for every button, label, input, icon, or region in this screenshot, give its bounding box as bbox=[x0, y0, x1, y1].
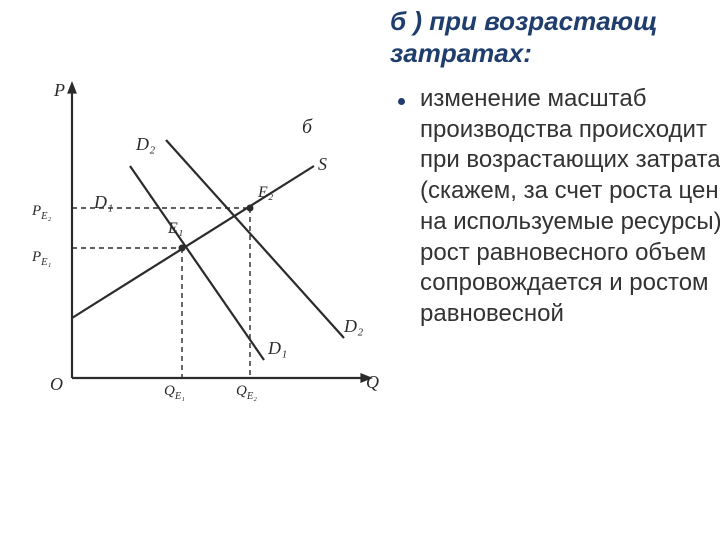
heading-line-2: затратах: bbox=[390, 38, 532, 69]
diagram-label-D1b: D₁ bbox=[268, 338, 287, 359]
diagram-label-PE2: PE₂ bbox=[32, 203, 51, 222]
diagram-svg bbox=[14, 80, 384, 410]
diagram-label-D1t: D₁ bbox=[94, 192, 113, 213]
diagram-label-QE1: QE₁ bbox=[164, 383, 185, 402]
heading-line-1: б ) при возрастающ bbox=[390, 6, 657, 37]
diagram-label-QE2: QE₂ bbox=[236, 383, 257, 402]
diagram-label-b: б bbox=[302, 116, 312, 139]
bullet-dot bbox=[398, 98, 405, 105]
diagram-label-P: P bbox=[54, 80, 65, 101]
diagram-label-E1: E₁ bbox=[168, 220, 183, 238]
body-paragraph: изменение масштаб производства происходи… bbox=[420, 84, 720, 330]
diagram-label-PE1: PE₁ bbox=[32, 249, 51, 268]
diagram-label-D2t: D₂ bbox=[136, 134, 155, 155]
econ-diagram: P O Qб D₂ D₁ S E₁ E₂ D₂ D₁ PE₁ PE₂ QE₁ QE₂ bbox=[14, 80, 384, 410]
diagram-label-O: O bbox=[50, 374, 63, 395]
diagram-label-S: S bbox=[318, 154, 327, 175]
diagram-label-E2: E₂ bbox=[258, 184, 273, 202]
diagram-label-Q: Q bbox=[366, 372, 379, 393]
diagram-label-D2b: D₂ bbox=[344, 316, 363, 337]
